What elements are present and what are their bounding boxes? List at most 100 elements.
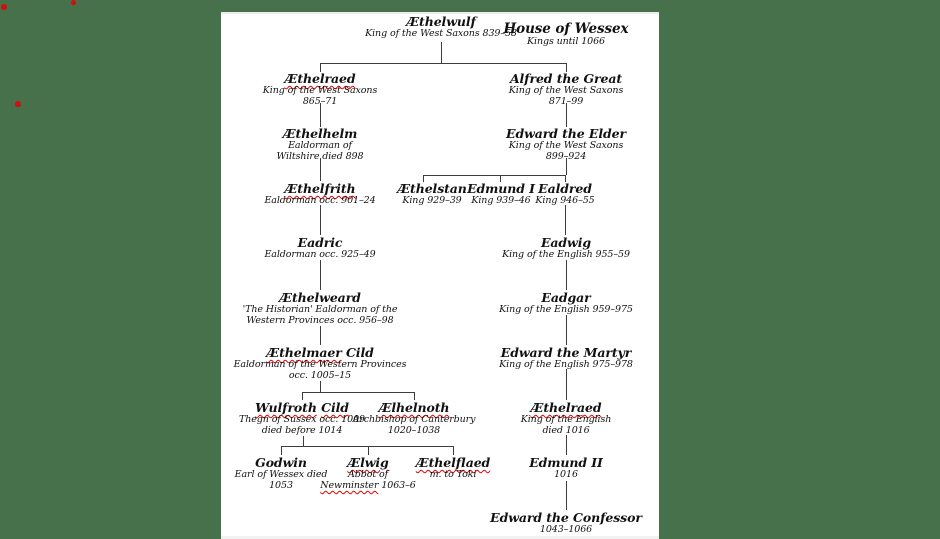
text-fragment: King of the West Saxons [262, 85, 378, 96]
person-name: Æthelraed [263, 71, 377, 86]
tree-connector-vertical [320, 381, 321, 392]
text-fragment: 1016 [554, 469, 578, 480]
person-name: Æthelwulf [365, 14, 517, 29]
person-detail-line: King of the West Saxons [506, 140, 626, 151]
misspelled-word: Æthelraed [284, 71, 356, 86]
misspelled-word: Æthelraed [530, 400, 602, 415]
person-name: Eadwig [502, 236, 630, 249]
person-detail-line: King 946–55 [535, 195, 594, 206]
person-node-wulfroth-cild: Wulfroth Cild Thegn of Sussex occ. 1009 di… [239, 400, 365, 436]
tree-connector-vertical [320, 326, 321, 345]
tree-connector-horizontal [423, 175, 566, 176]
text-fragment: Edward the Martyr [500, 345, 632, 360]
misspelled-word: Wulfroth [255, 400, 317, 415]
text-fragment: Cild [341, 345, 374, 360]
tree-connector-vertical [320, 63, 321, 72]
red-pen-mark [15, 101, 21, 107]
person-name: Edmund II [529, 455, 603, 470]
person-detail-line: 1016 [529, 469, 603, 480]
person-detail-line: died before 1014 [239, 425, 365, 436]
tree-connector-vertical [302, 392, 303, 400]
tree-connector-vertical [441, 42, 442, 63]
tree-connector-vertical [303, 436, 304, 446]
person-detail-line: died 1016 [521, 425, 612, 436]
text-fragment: Kings until 1066 [527, 36, 605, 47]
person-detail-line: Ealdorman of the Western Provinces [234, 359, 407, 370]
text-fragment: House of Wessex [503, 21, 629, 37]
text-fragment: 1063–6 [378, 480, 416, 491]
person-detail-line: King of the English 959–975 [499, 304, 633, 315]
text-fragment: Eadgar [541, 290, 591, 305]
text-fragment: Godwin [255, 455, 307, 470]
tree-connector-vertical [320, 158, 321, 181]
person-node-edward-the-martyr: Edward the Martyr King of the English 975… [499, 345, 633, 370]
text-fragment: 'The Historian' Ealdorman of the [242, 304, 398, 315]
document-page: Æthelwulf King of the West Saxons 839–58 H… [221, 12, 659, 539]
person-name: Godwin [235, 455, 328, 470]
text-fragment: Edward the Elder [506, 126, 626, 141]
person-name: Alfred the Great [509, 72, 623, 85]
misspelled-word: Newminster [320, 480, 379, 491]
tree-connector-vertical [368, 446, 369, 455]
person-detail-line: King of the English [521, 414, 612, 425]
person-name: Æthelfrith [264, 182, 375, 195]
red-pen-mark [1, 4, 7, 10]
text-fragment: Æthelstan [397, 181, 467, 196]
person-detail-line: King 939–46 [467, 195, 535, 206]
text-fragment: 1043–1066 [539, 524, 593, 535]
person-detail-line: Ealdorman occ. 925–49 [264, 249, 375, 260]
misspelled-word: Cild [321, 400, 349, 415]
text-fragment: King 946–55 [535, 195, 595, 206]
text-fragment: m. to Toki [429, 469, 477, 480]
person-detail-line: 871–99 [509, 96, 623, 107]
tree-connector-vertical [453, 446, 454, 455]
text-fragment: died before 1014 [261, 425, 343, 436]
person-node-aethelflaed: Æthelflaed m. to Toki [416, 456, 491, 480]
person-node-aethelfrith: Æthelfrith Ealdorman occ. 901–24 [264, 182, 375, 206]
text-fragment: 1053 [269, 480, 293, 491]
text-fragment: 865–71 [302, 96, 338, 107]
person-name: Æthelhelm [277, 127, 364, 140]
person-detail-line: King of the West Saxons [509, 85, 624, 96]
person-detail-line: occ. 1005–15 [234, 370, 407, 381]
tree-connector-vertical [566, 63, 567, 72]
person-name: Æthelweard [243, 291, 398, 304]
person-detail-line: Ealdorman occ. 901–24 [264, 195, 375, 206]
person-detail-line: 'The Historian' Ealdorman of the [243, 304, 398, 315]
person-node-aelhelnoth: Ælhelnoth Archbishop of Canterbury 1020–10… [352, 401, 476, 436]
person-node-eadric: Eadric Ealdorman occ. 925–49 [264, 236, 375, 260]
person-detail-line: Wiltshire died 898 [277, 151, 364, 162]
person-name: Eadric [264, 236, 375, 249]
person-name: Ælhelnoth [353, 401, 476, 414]
tree-connector-vertical [565, 205, 566, 235]
text-fragment: Edmund II [529, 455, 603, 470]
misspelled-word: Ælwig [347, 455, 389, 470]
tree-connector-vertical [566, 260, 567, 290]
person-name: Edward the Confessor [490, 511, 642, 524]
person-detail-line: 1043–1066 [490, 524, 642, 535]
person-detail-line: King of the English 955–59 [502, 249, 630, 260]
tree-connector-vertical [566, 158, 567, 175]
text-fragment: Wiltshire died 898 [276, 151, 364, 162]
person-detail-line: Thegn of Sussex occ. 1009 [239, 414, 365, 425]
misspelled-word: Æthelmaer [266, 345, 342, 360]
text-fragment: Ealdorman of [288, 140, 352, 151]
person-node-edward-the-confessor: Edward the Confessor 1043–1066 [490, 511, 642, 535]
person-detail-line: m. to Toki [416, 469, 490, 480]
red-pen-mark [71, 0, 76, 5]
tree-connector-vertical [565, 175, 566, 182]
text-fragment: Archbishop of Canterbury [352, 414, 476, 425]
person-detail-line: Abbot of [320, 469, 415, 480]
person-name: Ealdred [535, 181, 594, 196]
text-fragment: King 939–46 [471, 195, 531, 206]
person-node-alfred-the-great: Alfred the Great King of the West Saxons 8… [509, 72, 624, 107]
text-fragment: 899–924 [545, 151, 587, 162]
tree-connector-horizontal [302, 392, 415, 393]
text-fragment: Æthelwulf [406, 14, 476, 29]
person-node-edward-the-elder: Edward the Elder King of the West Saxons 8… [506, 126, 626, 162]
person-detail-line: 865–71 [263, 96, 377, 107]
text-fragment: Ealdred [538, 181, 592, 196]
person-detail-line: Newminster 1063–6 [320, 480, 415, 491]
text-fragment: Edmund I [467, 181, 535, 196]
